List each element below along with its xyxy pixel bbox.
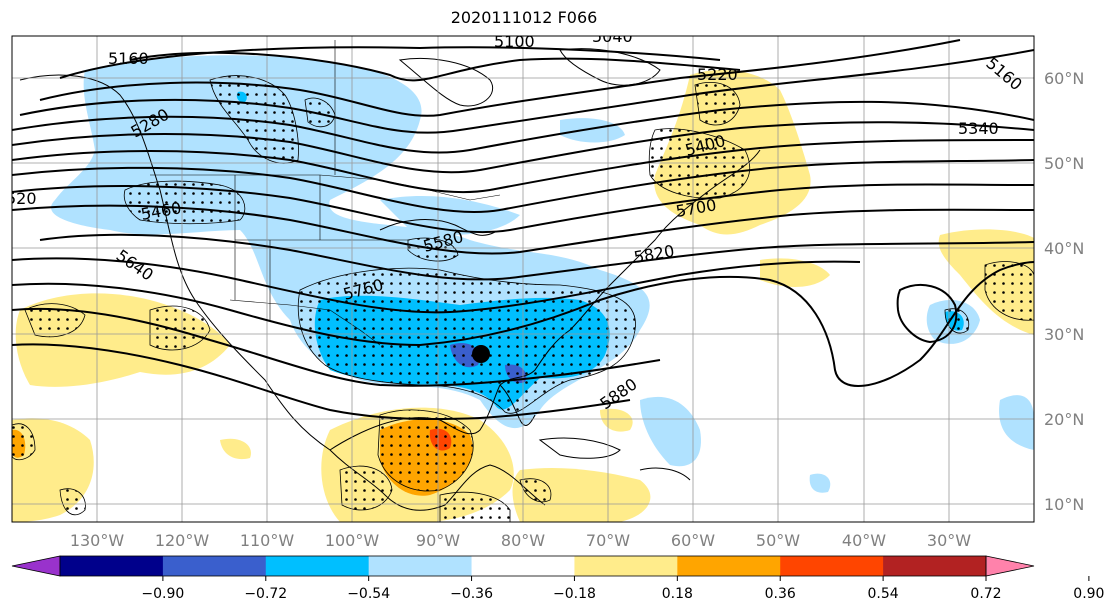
longitude-axis-labels: 130°W 120°W 110°W 100°W 90°W 80°W 70°W 6…: [70, 531, 971, 550]
colorbar-cell: [368, 556, 473, 576]
colorbar-cell: [574, 556, 678, 576]
map-title: 2020111012 F066: [450, 8, 598, 27]
lon-tick-label: 80°W: [501, 531, 545, 550]
lat-tick-label: 60°N: [1044, 69, 1084, 88]
colorbar-tick-label: −0.90: [141, 586, 184, 602]
colorbar-cell: [162, 556, 267, 576]
contour-label: 5160: [108, 49, 149, 68]
colorbar-cell: [780, 556, 884, 576]
colorbar-tick-label: −0.36: [450, 586, 493, 602]
lat-tick-label: 20°N: [1044, 410, 1084, 429]
contour-label: 520: [6, 189, 37, 208]
colorbar-tick-label: 0.90: [1073, 586, 1104, 602]
lon-tick-label: 100°W: [325, 531, 380, 550]
lat-tick-label: 30°N: [1044, 325, 1084, 344]
lon-tick-label: 120°W: [155, 531, 210, 550]
contour-label: 5040: [592, 27, 633, 46]
lon-tick-label: 30°W: [927, 531, 971, 550]
lon-tick-label: 60°W: [671, 531, 715, 550]
contour-label: 5100: [494, 32, 535, 51]
colorbar: −0.90 −0.72 −0.54 −0.36 −0.18 0.18 0.36 0.54 0.7…: [11, 555, 1104, 602]
significance-stippling: [12, 75, 1034, 522]
colorbar-tick-label: 0.54: [868, 586, 899, 602]
lon-tick-label: 70°W: [586, 531, 630, 550]
lon-tick-label: 130°W: [70, 531, 125, 550]
colorbar-tick-label: −0.54: [347, 586, 390, 602]
storm-center-marker: [472, 345, 490, 363]
height-contours: [12, 39, 1034, 421]
latitude-axis-labels: 60°N 50°N 40°N 30°N 20°N 10°N: [1044, 69, 1084, 514]
lon-tick-label: 40°W: [842, 531, 886, 550]
colorbar-tick-label: −0.18: [553, 586, 596, 602]
contour-label: 5220: [697, 65, 738, 84]
colorbar-extend-low: [11, 555, 61, 577]
map-frame: [11, 35, 1035, 523]
colorbar-outline: [59, 555, 987, 577]
colorbar-cell: [471, 556, 575, 576]
lon-tick-label: 110°W: [240, 531, 295, 550]
colorbar-tick-label: 0.18: [662, 586, 693, 602]
colorbar-extend-high: [985, 555, 1035, 577]
colorbar-cell: [883, 556, 987, 576]
lat-tick-label: 50°N: [1044, 154, 1084, 173]
lat-tick-label: 10°N: [1044, 495, 1084, 514]
colorbar-tick-label: 0.72: [970, 586, 1001, 602]
colorbar-tick-label: −0.72: [244, 586, 287, 602]
lon-tick-label: 50°W: [756, 531, 800, 550]
lon-tick-label: 90°W: [416, 531, 460, 550]
lat-tick-label: 40°N: [1044, 239, 1084, 258]
coastlines: [19, 48, 761, 511]
contour-label: 5340: [958, 119, 999, 138]
colorbar-cell: [60, 556, 164, 576]
colorbar-cell: [265, 556, 370, 576]
colorbar-cell: [677, 556, 781, 576]
colorbar-tick-label: 0.36: [765, 586, 796, 602]
